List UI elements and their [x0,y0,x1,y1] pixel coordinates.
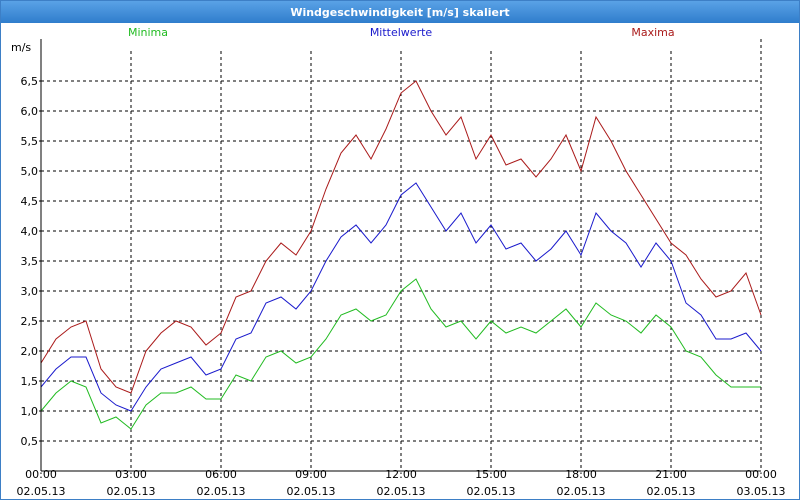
y-tick-label: 6,0 [21,105,39,118]
x-tick-time: 00:00 [745,468,777,481]
x-tick-time: 06:00 [205,468,237,481]
y-axis-unit: m/s [11,41,31,54]
y-tick-label: 0,5 [21,435,39,448]
y-tick-label: 4,5 [21,195,39,208]
series-line-maxima [40,80,762,394]
x-tick-time: 12:00 [385,468,417,481]
x-tick-date: 03.05.13 [737,485,786,498]
y-tick-label: 5,0 [21,165,39,178]
legend-item-maxima: Maxima [631,26,674,39]
x-tick-date: 02.05.13 [17,485,66,498]
y-tick-label: 5,5 [21,135,39,148]
x-tick-time: 21:00 [655,468,687,481]
chart-plot: 0,51,01,52,02,53,03,54,04,55,05,56,06,5 … [11,26,786,498]
grid-lines [41,51,761,471]
legend-item-mittelwerte: Mittelwerte [370,26,433,39]
x-tick-time: 18:00 [565,468,597,481]
series-line-mittelwerte [40,182,762,412]
y-tick-label: 3,0 [21,285,39,298]
legend-item-minima: Minima [128,26,168,39]
x-tick-time: 03:00 [115,468,147,481]
x-tick-labels: 00:00 02.05.13 03:00 02.05.13 06:00 02.05.13 0… [17,468,786,498]
x-tick-date: 02.05.13 [377,485,426,498]
x-tick-time: 09:00 [295,468,327,481]
series-lines [40,80,762,430]
x-tick-date: 02.05.13 [107,485,156,498]
y-tick-label: 3,5 [21,255,39,268]
x-tick-time: 15:00 [475,468,507,481]
x-tick-date: 02.05.13 [287,485,336,498]
x-tick-date: 02.05.13 [647,485,696,498]
series-line-minima [40,278,761,430]
y-tick-label: 1,0 [21,405,39,418]
window-title: Windgeschwindigkeit [m/s] skaliert [1,1,799,23]
legend: Minima Mittelwerte Maxima [128,26,675,39]
x-tick-date: 02.05.13 [557,485,606,498]
y-tick-label: 2,0 [21,345,39,358]
x-tick-date: 02.05.13 [467,485,516,498]
x-tick-time: 00:00 [25,468,57,481]
y-tick-label: 4,0 [21,225,39,238]
y-tick-label: 1,5 [21,375,39,388]
y-tick-labels: 0,5 1,0 1,5 2,0 2,5 3,0 3,5 4,0 4,5 5,0 5,5 6,0 6,5 [21,75,41,448]
y-tick-label: 6,5 [21,75,39,88]
y-tick-label: 2,5 [21,315,39,328]
x-tick-date: 02.05.13 [197,485,246,498]
